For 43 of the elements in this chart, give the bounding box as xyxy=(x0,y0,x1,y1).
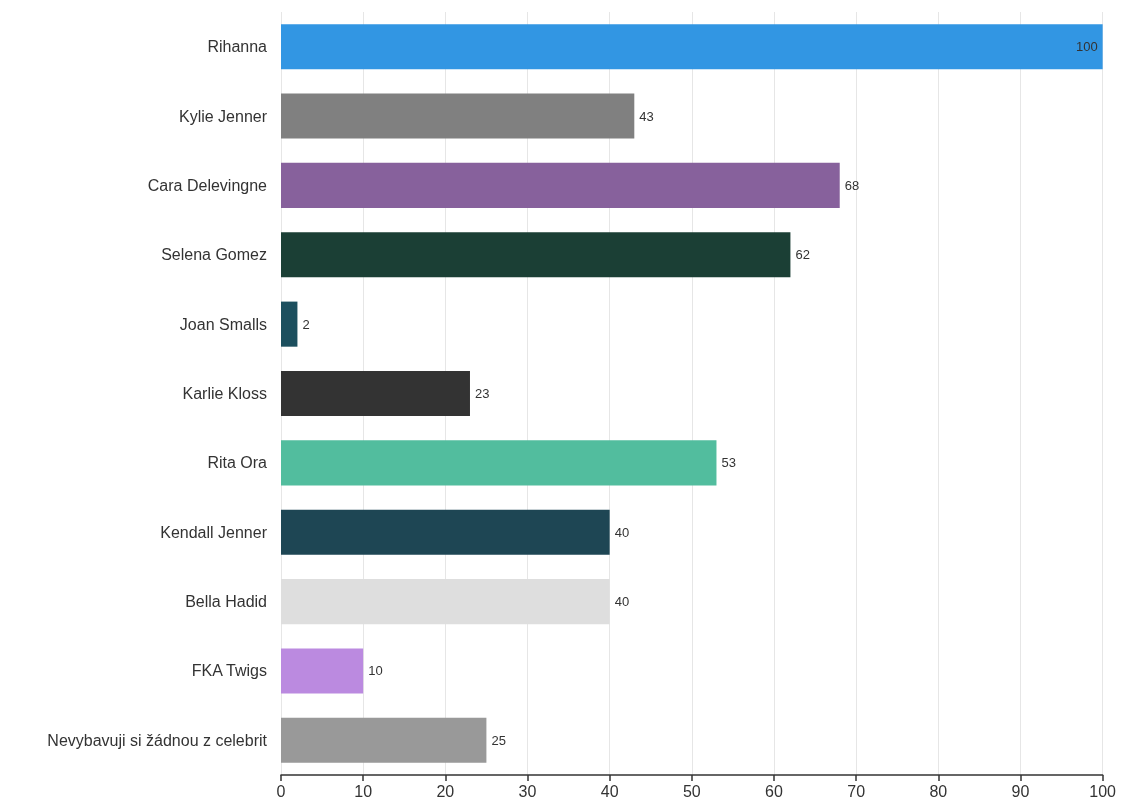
y-tick-label: Nevybavuji si žádnou z celebrit xyxy=(47,731,268,749)
x-tick-label: 100 xyxy=(1089,782,1117,800)
data-label: 40 xyxy=(614,524,630,540)
bar xyxy=(281,162,840,208)
bar xyxy=(281,509,610,555)
y-tick-label: Bella Hadid xyxy=(185,593,267,611)
bar xyxy=(281,24,1103,70)
y-tick-label: Rita Ora xyxy=(207,454,268,472)
data-label: 23 xyxy=(474,386,490,401)
x-tick-label: 0 xyxy=(276,782,286,800)
x-tick-label: 90 xyxy=(1011,782,1030,800)
y-tick-label: Kylie Jenner xyxy=(178,107,268,125)
data-label: 2 xyxy=(302,316,310,332)
x-tick-label: 50 xyxy=(682,782,701,800)
y-tick-label: Karlie Kloss xyxy=(182,385,267,402)
bar xyxy=(281,93,635,139)
x-tick-label: 70 xyxy=(847,782,866,800)
data-label: 40 xyxy=(614,594,630,610)
x-tick-label: 30 xyxy=(518,782,537,800)
y-tick-label: Selena Gomez xyxy=(161,246,267,264)
y-tick-label: Cara Delevingne xyxy=(147,176,268,194)
x-tick-label: 40 xyxy=(600,782,619,800)
data-label: 62 xyxy=(795,247,810,263)
y-tick-label: Rihanna xyxy=(207,38,268,56)
x-tick-label: 20 xyxy=(436,782,455,800)
data-label: 100 xyxy=(1075,39,1098,55)
bar xyxy=(281,648,364,694)
bar xyxy=(281,440,717,486)
x-tick-label: 60 xyxy=(765,782,783,800)
x-tick-label: 10 xyxy=(354,782,373,800)
x-tick-label: 80 xyxy=(929,782,948,800)
bar xyxy=(281,301,298,347)
y-tick-label: FKA Twigs xyxy=(191,662,267,680)
bar xyxy=(281,370,470,417)
bar xyxy=(281,717,487,763)
data-label: 53 xyxy=(721,455,736,471)
data-label: 10 xyxy=(368,663,383,679)
y-tick-label: Joan Smalls xyxy=(179,315,267,333)
data-label: 68 xyxy=(844,177,860,193)
bar xyxy=(281,232,791,278)
data-label: 25 xyxy=(491,732,506,748)
y-tick-label: Kendall Jenner xyxy=(160,523,268,541)
data-label: 43 xyxy=(639,108,654,124)
